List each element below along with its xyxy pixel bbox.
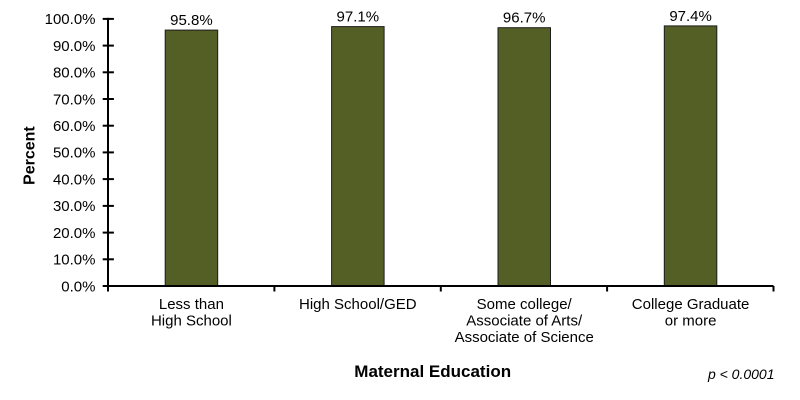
svg-text:70.0%: 70.0%	[53, 91, 96, 108]
svg-text:100.0%: 100.0%	[45, 11, 96, 28]
svg-text:Percent: Percent	[22, 126, 39, 185]
svg-text:Associate of Science: Associate of Science	[455, 329, 594, 346]
svg-text:High School/GED: High School/GED	[299, 296, 417, 313]
svg-text:Associate of Arts/: Associate of Arts/	[466, 312, 583, 329]
svg-text:50.0%: 50.0%	[53, 145, 96, 162]
svg-text:or more: or more	[665, 312, 717, 329]
svg-text:97.1%: 97.1%	[337, 9, 380, 26]
svg-text:High School: High School	[151, 312, 232, 329]
svg-text:Maternal Education: Maternal Education	[354, 362, 511, 381]
svg-text:20.0%: 20.0%	[53, 225, 96, 242]
svg-text:40.0%: 40.0%	[53, 171, 96, 188]
svg-text:Some college/: Some college/	[477, 296, 573, 313]
svg-text:95.8%: 95.8%	[170, 12, 213, 29]
svg-text:0.0%: 0.0%	[61, 278, 95, 295]
svg-text:60.0%: 60.0%	[53, 118, 96, 135]
svg-text:Less than: Less than	[159, 296, 224, 313]
svg-text:96.7%: 96.7%	[503, 10, 546, 27]
svg-text:10.0%: 10.0%	[53, 252, 96, 269]
svg-text:p < 0.0001: p < 0.0001	[707, 366, 775, 382]
svg-text:College Graduate: College Graduate	[632, 296, 750, 313]
svg-text:30.0%: 30.0%	[53, 198, 96, 215]
svg-text:90.0%: 90.0%	[53, 38, 96, 55]
svg-text:80.0%: 80.0%	[53, 65, 96, 82]
svg-text:97.4%: 97.4%	[669, 8, 712, 25]
